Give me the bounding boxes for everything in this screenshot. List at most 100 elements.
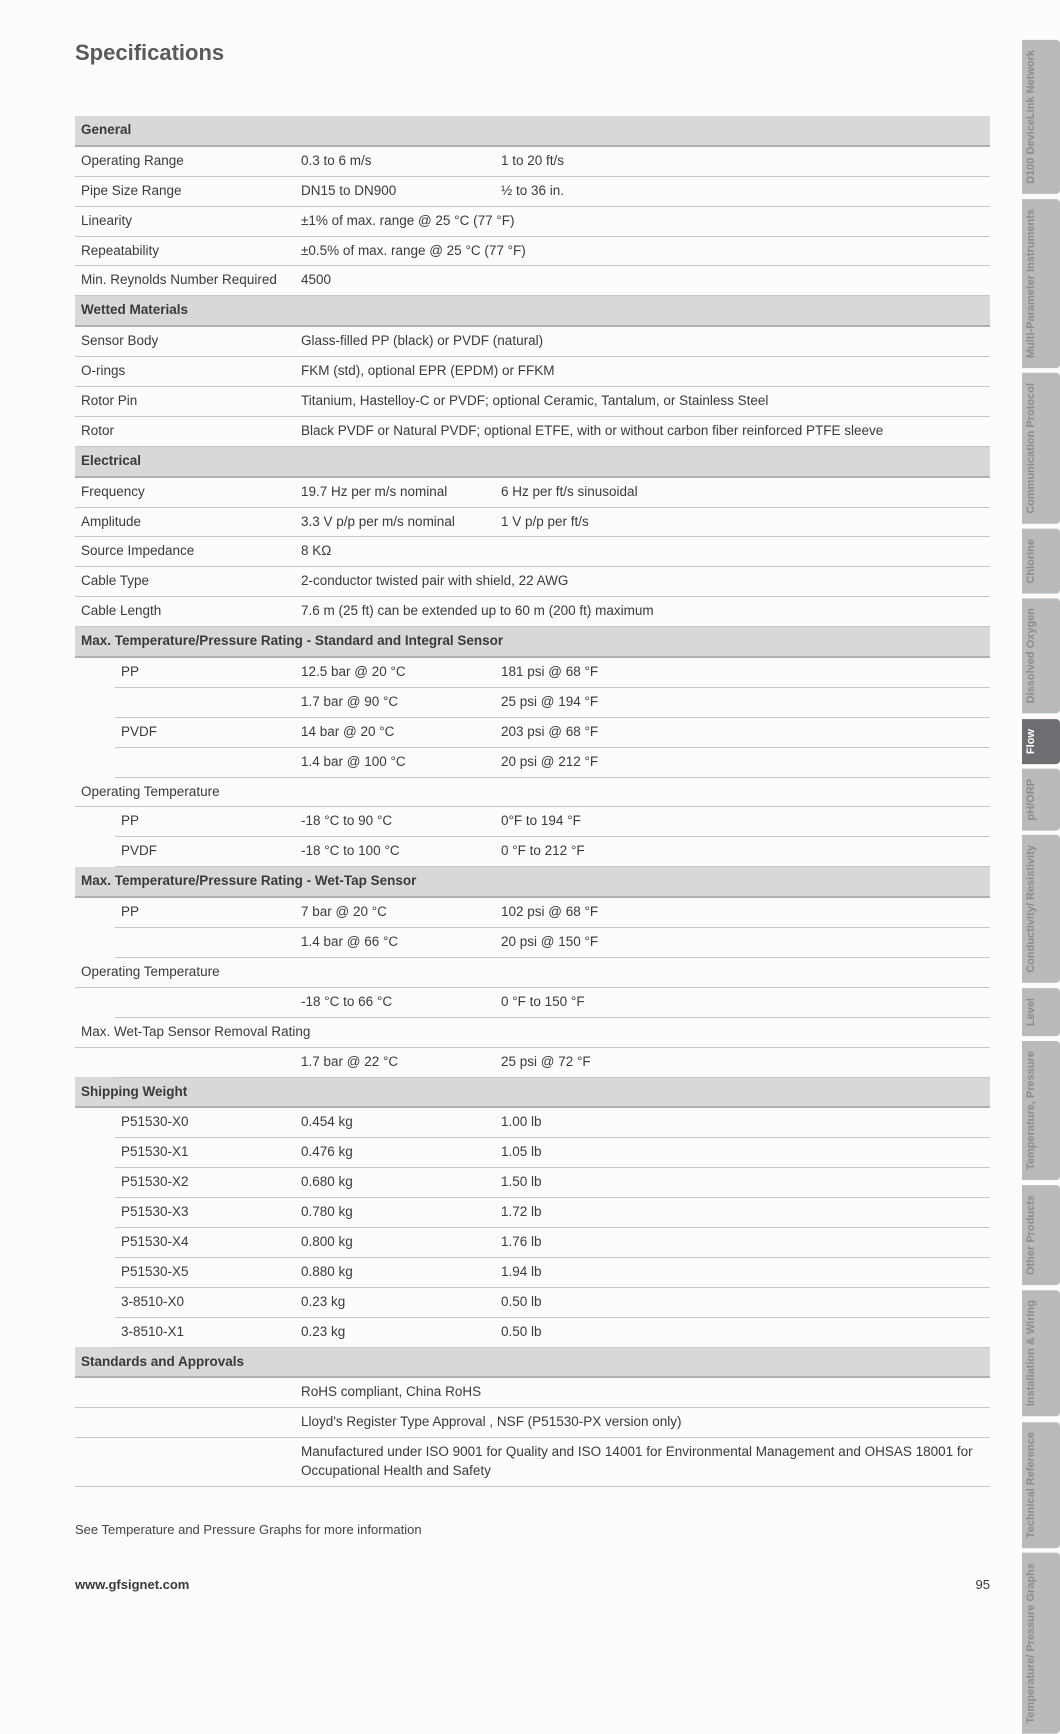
cell-value: 102 psi @ 68 °F — [495, 897, 990, 927]
cell-label: Source Impedance — [75, 537, 295, 567]
cell-value: 8 KΩ — [295, 537, 990, 567]
side-tab[interactable]: Conductivity/ Resistivity — [1022, 835, 1060, 983]
cell-sublabel: P51530-X4 — [115, 1227, 295, 1257]
cell-sublabel — [115, 928, 295, 958]
cell-value: 0.50 lb — [495, 1317, 990, 1347]
side-tab[interactable]: D100 DeviceLink Network — [1022, 40, 1060, 194]
cell-value: 1.72 lb — [495, 1198, 990, 1228]
table-row: PVDF-18 °C to 100 °C0 °F to 212 °F — [75, 837, 990, 867]
table-row: PP7 bar @ 20 °C102 psi @ 68 °F — [75, 897, 990, 927]
side-tab[interactable]: Dissolved Oxygen — [1022, 598, 1060, 713]
row-optemp-std: Operating Temperature — [75, 777, 990, 807]
table-row: RotorBlack PVDF or Natural PVDF; optiona… — [75, 416, 990, 446]
table-row: Rotor PinTitanium, Hastelloy-C or PVDF; … — [75, 387, 990, 417]
table-row: 1.4 bar @ 66 °C20 psi @ 150 °F — [75, 928, 990, 958]
cell-value: Titanium, Hastelloy-C or PVDF; optional … — [295, 387, 990, 417]
table-row: 3-8510-X00.23 kg0.50 lb — [75, 1287, 990, 1317]
cell-value: 1.76 lb — [495, 1227, 990, 1257]
side-tab[interactable]: Installation & Wiring — [1022, 1290, 1060, 1416]
cell-sublabel: PP — [115, 807, 295, 837]
table-row: PP-18 °C to 90 °C0°F to 194 °F — [75, 807, 990, 837]
side-tab[interactable]: Level — [1022, 988, 1060, 1036]
cell-value: 1.00 lb — [495, 1107, 990, 1137]
table-row: P51530-X50.880 kg1.94 lb — [75, 1257, 990, 1287]
side-tab[interactable]: Temperature/ Pressure Graphs — [1022, 1553, 1060, 1734]
cell-value: 19.7 Hz per m/s nominal — [295, 477, 495, 507]
cell-label: Linearity — [75, 206, 295, 236]
cell-value: 0.50 lb — [495, 1287, 990, 1317]
cell-value: ½ to 36 in. — [495, 176, 990, 206]
table-row: P51530-X10.476 kg1.05 lb — [75, 1138, 990, 1168]
cell-value: 7.6 m (25 ft) can be extended up to 60 m… — [295, 597, 990, 627]
cell-value: 0 °F to 150 °F — [495, 987, 990, 1017]
cell-value: 0.476 kg — [295, 1138, 495, 1168]
table-row: Amplitude3.3 V p/p per m/s nominal1 V p/… — [75, 507, 990, 537]
table-row: PP12.5 bar @ 20 °C181 psi @ 68 °F — [75, 657, 990, 687]
section-maxtemp-wet: Max. Temperature/Pressure Rating - Wet-T… — [75, 867, 990, 897]
cell-sublabel: PVDF — [115, 717, 295, 747]
section-electrical: Electrical — [75, 446, 990, 476]
table-row: Cable Length7.6 m (25 ft) can be extende… — [75, 597, 990, 627]
cell-label: Cable Length — [75, 597, 295, 627]
cell-value: 0.880 kg — [295, 1257, 495, 1287]
cell-value: 4500 — [295, 266, 990, 296]
cell-value: 0.3 to 6 m/s — [295, 146, 495, 176]
cell-value: Glass-filled PP (black) or PVDF (natural… — [295, 326, 990, 356]
cell-sublabel: PP — [115, 657, 295, 687]
side-tab[interactable]: Other Products — [1022, 1185, 1060, 1285]
page-title: Specifications — [75, 40, 990, 66]
cell-label: Repeatability — [75, 236, 295, 266]
cell-label: Cable Type — [75, 567, 295, 597]
cell-value: FKM (std), optional EPR (EPDM) or FFKM — [295, 357, 990, 387]
table-row: P51530-X40.800 kg1.76 lb — [75, 1227, 990, 1257]
cell-sublabel: 3-8510-X1 — [115, 1317, 295, 1347]
table-row: Operating Range0.3 to 6 m/s1 to 20 ft/s — [75, 146, 990, 176]
cell-value: 0.680 kg — [295, 1168, 495, 1198]
cell-sublabel: PP — [115, 897, 295, 927]
specifications-table: General Operating Range0.3 to 6 m/s1 to … — [75, 116, 990, 1487]
footnote: See Temperature and Pressure Graphs for … — [75, 1522, 990, 1537]
side-tab[interactable]: Multi-Parameter Instruments — [1022, 199, 1060, 368]
cell-label: Sensor Body — [75, 326, 295, 356]
cell-label: Operating Range — [75, 146, 295, 176]
cell-value: 0.800 kg — [295, 1227, 495, 1257]
cell-value: 25 psi @ 194 °F — [495, 687, 990, 717]
cell-value: 1.7 bar @ 90 °C — [295, 687, 495, 717]
side-tab[interactable]: Chlorine — [1022, 529, 1060, 594]
side-tab[interactable]: Temperature, Pressure — [1022, 1041, 1060, 1180]
cell-sublabel — [115, 987, 295, 1017]
cell-label: Rotor — [75, 416, 295, 446]
cell-sublabel — [115, 687, 295, 717]
table-row: Linearity±1% of max. range @ 25 °C (77 °… — [75, 206, 990, 236]
table-row: 1.4 bar @ 100 °C20 psi @ 212 °F — [75, 747, 990, 777]
cell-value: Manufactured under ISO 9001 for Quality … — [295, 1438, 990, 1487]
side-tab[interactable]: Communication Protocol — [1022, 373, 1060, 524]
side-tab[interactable]: pH/ORP — [1022, 769, 1060, 831]
cell-value: -18 °C to 100 °C — [295, 837, 495, 867]
table-row: PVDF14 bar @ 20 °C203 psi @ 68 °F — [75, 717, 990, 747]
cell-sublabel: 3-8510-X0 — [115, 1287, 295, 1317]
side-tab[interactable]: Technical Reference — [1022, 1422, 1060, 1548]
table-row: Min. Reynolds Number Required4500 — [75, 266, 990, 296]
cell-value: 14 bar @ 20 °C — [295, 717, 495, 747]
cell-sublabel — [115, 1047, 295, 1077]
cell-value: 1.94 lb — [495, 1257, 990, 1287]
page-number: 95 — [976, 1577, 990, 1592]
cell-value: 1 to 20 ft/s — [495, 146, 990, 176]
cell-sublabel: P51530-X0 — [115, 1107, 295, 1137]
side-tab[interactable]: Flow — [1022, 719, 1060, 764]
table-row: -18 °C to 66 °C0 °F to 150 °F — [75, 987, 990, 1017]
table-row: P51530-X30.780 kg1.72 lb — [75, 1198, 990, 1228]
cell-value: 1.50 lb — [495, 1168, 990, 1198]
table-row: Frequency19.7 Hz per m/s nominal6 Hz per… — [75, 477, 990, 507]
cell-value: 1.4 bar @ 100 °C — [295, 747, 495, 777]
table-row: 3-8510-X10.23 kg0.50 lb — [75, 1317, 990, 1347]
cell-sublabel: P51530-X2 — [115, 1168, 295, 1198]
cell-label: Rotor Pin — [75, 387, 295, 417]
cell-value: 0.780 kg — [295, 1198, 495, 1228]
cell-value: -18 °C to 90 °C — [295, 807, 495, 837]
cell-sublabel: P51530-X3 — [115, 1198, 295, 1228]
table-row: Pipe Size RangeDN15 to DN900½ to 36 in. — [75, 176, 990, 206]
row-optemp-wet: Operating Temperature — [75, 957, 990, 987]
cell-value: -18 °C to 66 °C — [295, 987, 495, 1017]
